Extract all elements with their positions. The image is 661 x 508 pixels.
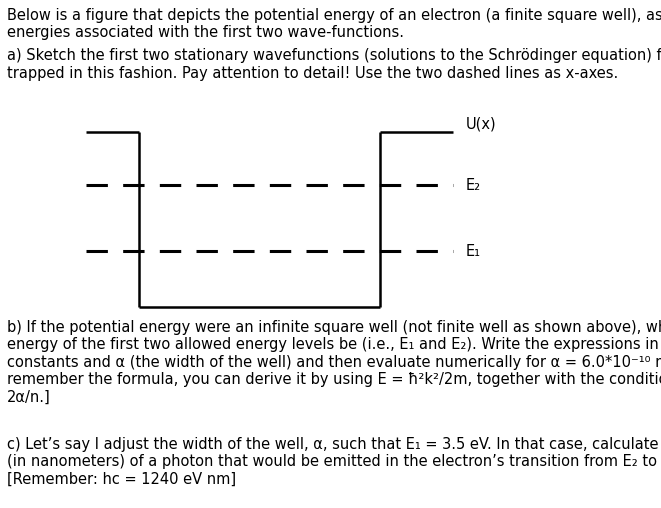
Text: a) Sketch the first two stationary wavefunctions (solutions to the Schrödinger e: a) Sketch the first two stationary wavef… <box>7 48 661 81</box>
Text: U(x): U(x) <box>466 117 496 132</box>
Text: b) If the potential energy were an infinite square well (not finite well as show: b) If the potential energy were an infin… <box>7 320 661 405</box>
Text: c) Let’s say I adjust the width of the well, α, such that E₁ = 3.5 eV. In that c: c) Let’s say I adjust the width of the w… <box>7 437 661 487</box>
Text: E₂: E₂ <box>466 178 481 193</box>
Text: E₁: E₁ <box>466 244 481 259</box>
Text: Below is a figure that depicts the potential energy of an electron (a finite squ: Below is a figure that depicts the poten… <box>7 8 661 40</box>
